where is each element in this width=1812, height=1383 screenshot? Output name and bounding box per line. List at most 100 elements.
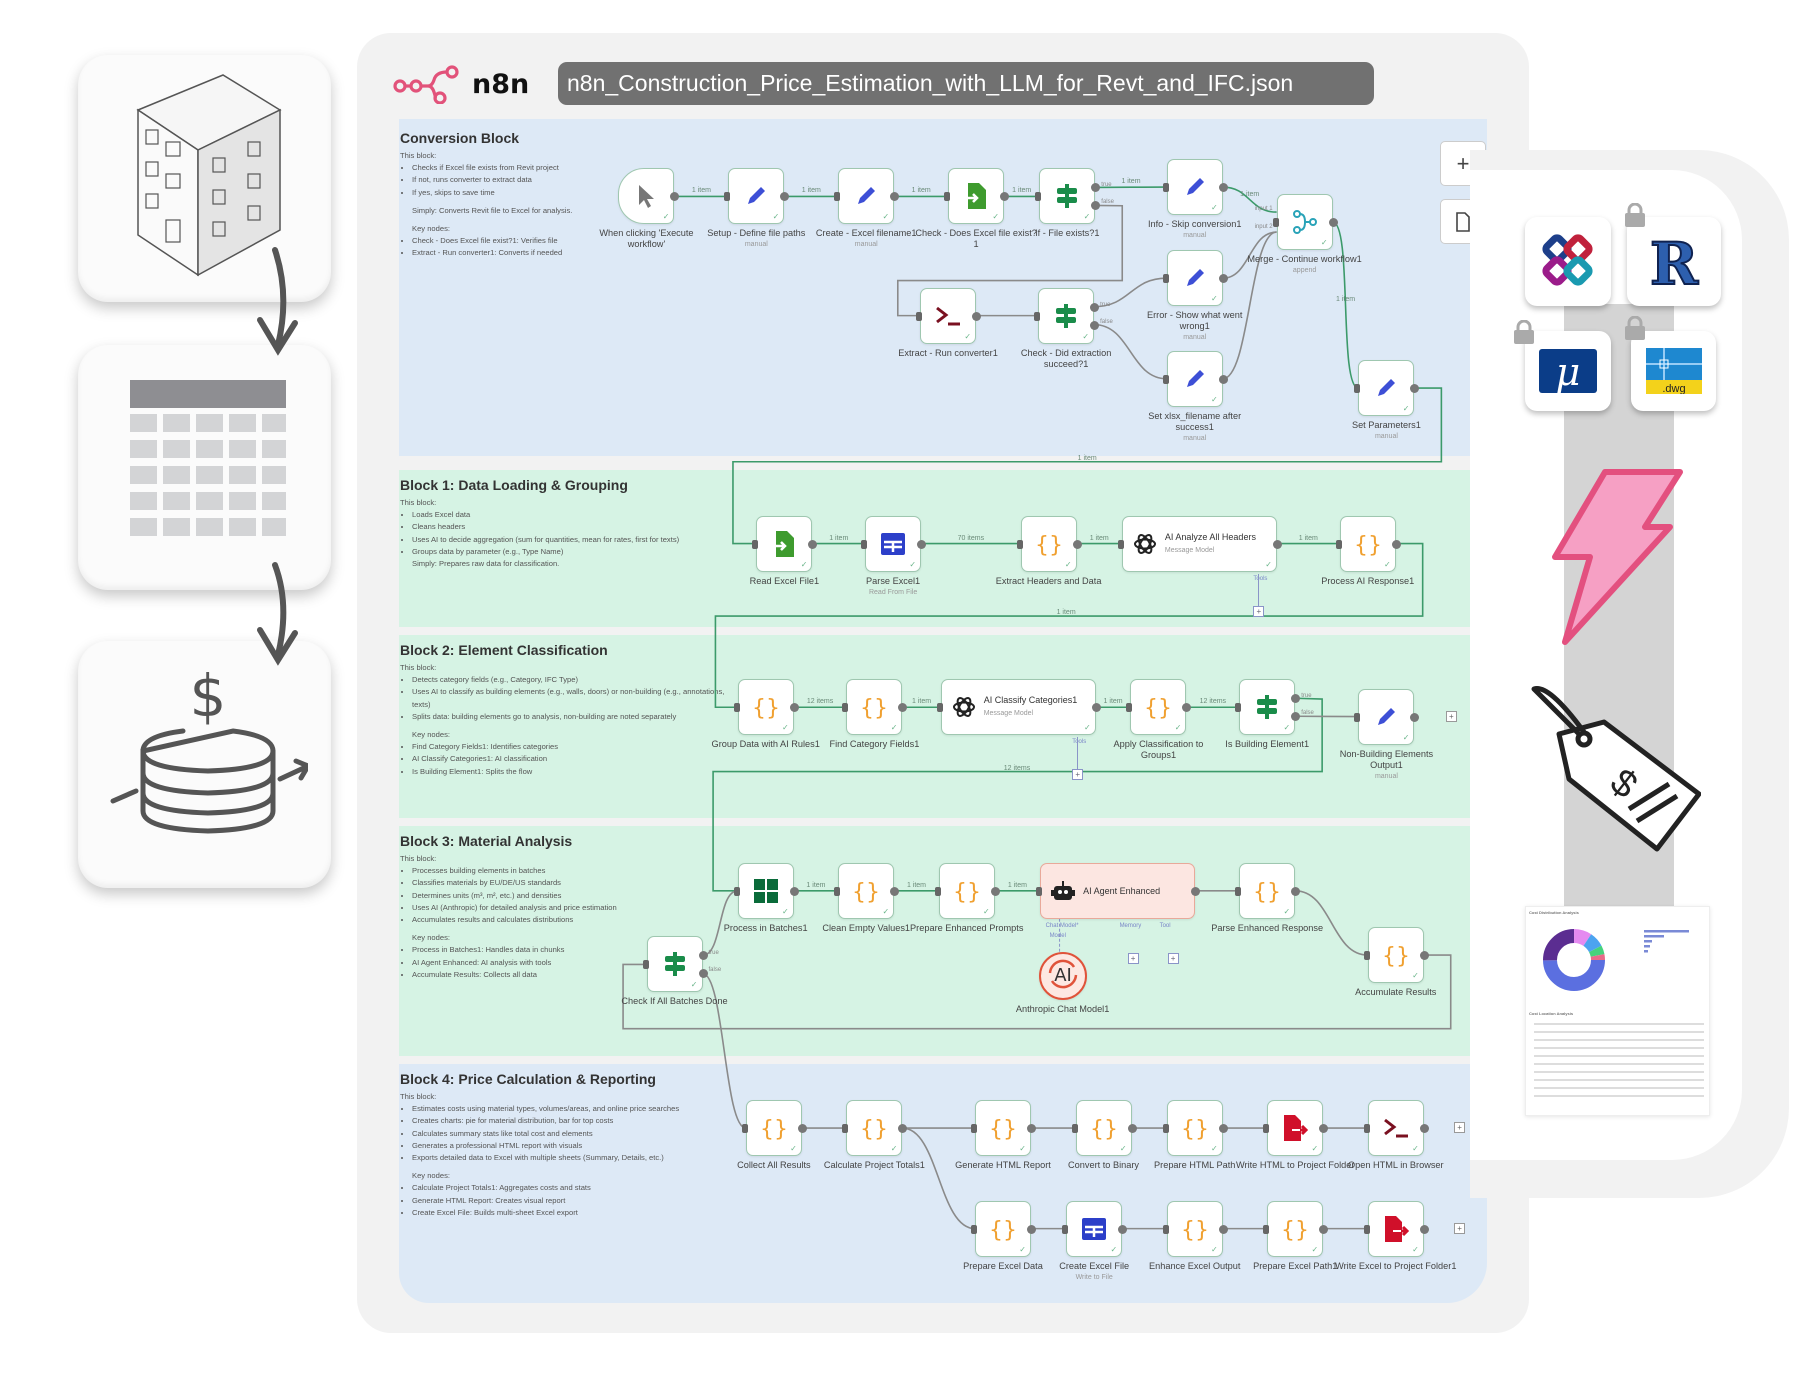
connection-calc-prepxl[interactable] bbox=[902, 1127, 976, 1230]
output-port[interactable] bbox=[1127, 1124, 1137, 1134]
input-port[interactable] bbox=[1036, 886, 1043, 896]
connection-procai-group[interactable] bbox=[714, 542, 1424, 709]
connection-info-merge[interactable] bbox=[1222, 186, 1277, 213]
node-collect[interactable]: {} ✓ bbox=[745, 1100, 802, 1157]
input-port[interactable] bbox=[741, 1124, 748, 1134]
add-node-button[interactable]: + bbox=[1454, 1122, 1466, 1134]
node-prepxl[interactable]: {} ✓ bbox=[975, 1200, 1031, 1257]
output-port[interactable] bbox=[1272, 539, 1282, 549]
output-port-false[interactable] bbox=[1291, 712, 1301, 722]
input-port[interactable] bbox=[936, 703, 943, 713]
output-port[interactable] bbox=[917, 539, 927, 549]
output-port[interactable] bbox=[808, 539, 818, 549]
input-port[interactable] bbox=[1162, 1124, 1169, 1134]
output-port[interactable] bbox=[1118, 1224, 1128, 1234]
input-port[interactable] bbox=[1117, 539, 1124, 549]
node-procai[interactable]: {} ✓ bbox=[1339, 515, 1396, 572]
output-port[interactable] bbox=[797, 1124, 807, 1134]
output-port[interactable] bbox=[1319, 1124, 1329, 1134]
output-port[interactable] bbox=[1072, 539, 1082, 549]
connection-merge-setparams[interactable] bbox=[1332, 221, 1359, 389]
input-port[interactable] bbox=[1162, 374, 1169, 384]
add-tool-button[interactable]: + bbox=[1167, 952, 1179, 964]
node-aianalyze[interactable]: AI Analyze All Headers Message Model ✓ bbox=[1121, 515, 1277, 572]
node-setup[interactable]: ✓ bbox=[728, 168, 785, 225]
input-port[interactable] bbox=[842, 1124, 849, 1134]
connection-checkdid-error[interactable] bbox=[1094, 277, 1167, 308]
output-port-true[interactable] bbox=[1091, 183, 1101, 193]
node-trigger[interactable]: ✓ bbox=[618, 168, 675, 225]
input-port[interactable] bbox=[1363, 951, 1370, 961]
node-writehtml[interactable]: ✓ bbox=[1267, 1100, 1324, 1157]
input-port[interactable] bbox=[1016, 539, 1023, 549]
output-port[interactable] bbox=[898, 703, 908, 713]
connection-error-merge[interactable] bbox=[1222, 231, 1277, 280]
input-port[interactable] bbox=[1235, 886, 1242, 896]
input-port[interactable] bbox=[834, 192, 841, 202]
input-port[interactable] bbox=[861, 539, 868, 549]
input-port[interactable] bbox=[934, 886, 941, 896]
output-port[interactable] bbox=[1410, 384, 1420, 394]
input-port[interactable] bbox=[1071, 1124, 1078, 1134]
node-error[interactable]: ✓ bbox=[1166, 250, 1223, 307]
node-anthropic[interactable]: AI bbox=[1038, 952, 1087, 1001]
input-port[interactable] bbox=[1263, 1224, 1270, 1234]
node-isbuild[interactable]: ✓ bbox=[1239, 679, 1296, 736]
input-port[interactable] bbox=[1354, 712, 1361, 722]
output-port[interactable] bbox=[1091, 703, 1101, 713]
output-port[interactable] bbox=[789, 703, 799, 713]
output-port[interactable] bbox=[898, 1124, 908, 1134]
add-tool-button[interactable]: + bbox=[1253, 605, 1265, 617]
output-port[interactable] bbox=[1419, 1124, 1429, 1134]
output-port[interactable] bbox=[990, 886, 1000, 896]
node-batches[interactable]: ✓ bbox=[737, 862, 794, 919]
input-port[interactable] bbox=[971, 1224, 977, 1234]
input-port[interactable] bbox=[1062, 1224, 1069, 1234]
node-group[interactable]: {} ✓ bbox=[737, 679, 794, 736]
input-port[interactable] bbox=[1162, 183, 1169, 193]
output-port-true[interactable] bbox=[1291, 694, 1301, 704]
input-port[interactable] bbox=[1034, 311, 1041, 321]
input-port[interactable] bbox=[944, 192, 951, 202]
node-writexl[interactable]: ✓ bbox=[1367, 1200, 1424, 1257]
workflow-filename[interactable]: n8n_Construction_Price_Estimation_with_L… bbox=[558, 62, 1374, 105]
input-port[interactable] bbox=[1162, 274, 1169, 284]
input-port[interactable] bbox=[1126, 703, 1133, 713]
output-port-false[interactable] bbox=[1091, 201, 1101, 211]
output-port[interactable] bbox=[670, 192, 680, 202]
output-port-false[interactable] bbox=[1090, 320, 1100, 330]
add-memory-button[interactable]: + bbox=[1127, 952, 1139, 964]
node-clean[interactable]: {} ✓ bbox=[838, 862, 895, 919]
output-port-false[interactable] bbox=[698, 969, 708, 979]
node-checkall[interactable]: ✓ bbox=[646, 936, 703, 993]
output-port-true[interactable] bbox=[1090, 302, 1100, 312]
node-aiclassify[interactable]: AI Classify Categories1 Message Model ✓ bbox=[940, 679, 1096, 736]
output-port[interactable] bbox=[890, 192, 900, 202]
input-port[interactable] bbox=[1272, 218, 1279, 228]
connection-parseenh-accum[interactable] bbox=[1295, 889, 1368, 956]
input-port[interactable] bbox=[1363, 1224, 1370, 1234]
input-port[interactable] bbox=[642, 960, 649, 970]
input-port[interactable] bbox=[916, 311, 923, 321]
connection-setxlsx-merge[interactable] bbox=[1222, 231, 1277, 380]
node-merge[interactable]: ✓ bbox=[1276, 194, 1333, 251]
node-enhxl[interactable]: {} ✓ bbox=[1166, 1200, 1223, 1257]
node-apply[interactable]: {} ✓ bbox=[1130, 679, 1187, 736]
output-port-true[interactable] bbox=[698, 951, 708, 961]
node-check[interactable]: ✓ bbox=[948, 168, 1005, 225]
output-port[interactable] bbox=[1000, 192, 1010, 202]
node-setxlsx[interactable]: ✓ bbox=[1166, 350, 1223, 407]
node-info[interactable]: ✓ bbox=[1166, 159, 1223, 216]
node-create[interactable]: ✓ bbox=[838, 168, 895, 225]
node-agent[interactable]: AI Agent Enhanced bbox=[1040, 862, 1196, 919]
node-parse[interactable]: ✓ bbox=[865, 515, 922, 572]
output-port[interactable] bbox=[1419, 951, 1429, 961]
output-port[interactable] bbox=[1218, 274, 1228, 284]
node-genhtml[interactable]: {} ✓ bbox=[975, 1100, 1031, 1157]
output-port[interactable] bbox=[1410, 712, 1420, 722]
node-prephtml[interactable]: {} ✓ bbox=[1166, 1100, 1223, 1157]
node-calc[interactable]: {} ✓ bbox=[846, 1100, 903, 1157]
output-port[interactable] bbox=[890, 886, 900, 896]
output-port[interactable] bbox=[1027, 1124, 1036, 1134]
input-port[interactable] bbox=[752, 539, 759, 549]
